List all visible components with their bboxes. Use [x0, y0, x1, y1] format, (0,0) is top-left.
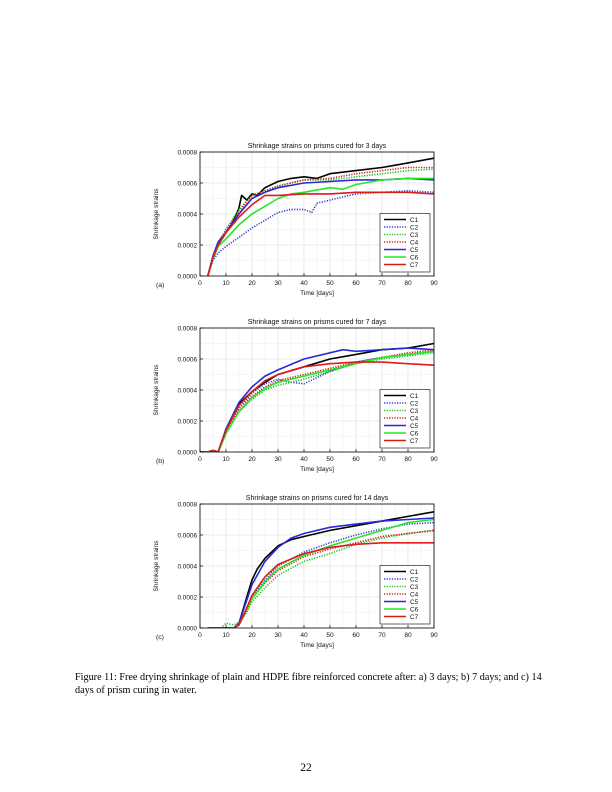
x-axis-label: Time [days]	[300, 466, 334, 473]
legend-label-c2: C2	[410, 400, 419, 407]
legend-label-c5: C5	[410, 423, 419, 430]
legend-label-c7: C7	[410, 262, 419, 269]
figure-caption: Figure 11: Free drying shrinkage of plai…	[75, 672, 542, 696]
x-tick-label: 80	[404, 280, 412, 287]
panel-label: (c)	[156, 634, 164, 641]
chart-panel-c: 0 10 20 30 40 50 60 70 80 90 0.0000 0.0002 0.0004 0.0…	[150, 490, 450, 660]
legend-label-c4: C4	[410, 591, 419, 598]
x-tick-label: 20	[248, 280, 256, 287]
y-tick-label: 0.0004	[177, 387, 197, 394]
x-tick-label: 10	[222, 632, 230, 639]
y-axis-label: Shrinkage strains	[153, 364, 160, 416]
legend-label-c6: C6	[410, 606, 419, 613]
legend-label-c1: C1	[410, 569, 419, 576]
series-line-c4	[207, 166, 434, 276]
legend-label-c3: C3	[410, 232, 419, 239]
legend-label-c1: C1	[410, 393, 419, 400]
chart-svg: 0 10 20 30 40 50 60 70 80 90 0.0000 0.0002 0.0004 0.0…	[153, 143, 438, 297]
y-tick-label: 0.0000	[177, 625, 197, 632]
legend-label-c5: C5	[410, 247, 419, 254]
series-line-c7	[207, 191, 434, 276]
y-tick-label: 0.0002	[177, 242, 197, 249]
x-tick-label: 50	[326, 280, 334, 287]
series-line-c7	[207, 541, 434, 628]
x-tick-label: 70	[378, 280, 386, 287]
y-tick-label: 0.0002	[177, 594, 197, 601]
series-line-c7	[200, 361, 434, 452]
x-tick-label: 40	[300, 632, 308, 639]
x-tick-label: 70	[378, 456, 386, 463]
y-tick-label: 0.0002	[177, 418, 197, 425]
x-tick-label: 20	[248, 456, 256, 463]
x-tick-label: 10	[222, 456, 230, 463]
x-tick-label: 50	[326, 632, 334, 639]
x-axis-label: Time [days]	[300, 642, 334, 649]
x-tick-label: 20	[248, 632, 256, 639]
panel-label: (b)	[156, 458, 164, 465]
y-tick-label: 0.0006	[177, 532, 197, 539]
panel-label: (a)	[156, 282, 164, 289]
x-tick-label: 0	[198, 280, 202, 287]
x-tick-label: 40	[300, 280, 308, 287]
y-tick-label: 0.0008	[177, 149, 197, 156]
legend-label-c7: C7	[410, 614, 419, 621]
series-line-c2	[200, 350, 434, 452]
series-line-c6	[207, 177, 434, 276]
y-tick-label: 0.0008	[177, 501, 197, 508]
x-tick-label: 30	[274, 280, 282, 287]
chart-title: Shrinkage strains on prisms cured for 7 …	[248, 319, 387, 326]
x-tick-label: 50	[326, 456, 334, 463]
legend-label-c3: C3	[410, 584, 419, 591]
y-tick-label: 0.0000	[177, 273, 197, 280]
x-tick-label: 70	[378, 632, 386, 639]
legend-label-c2: C2	[410, 224, 419, 231]
x-tick-label: 30	[274, 632, 282, 639]
legend-label-c6: C6	[410, 254, 419, 261]
x-tick-label: 80	[404, 456, 412, 463]
y-tick-label: 0.0000	[177, 449, 197, 456]
legend-label-c3: C3	[410, 408, 419, 415]
x-tick-label: 10	[222, 280, 230, 287]
legend-label-c5: C5	[410, 599, 419, 606]
legend-label-c6: C6	[410, 430, 419, 437]
y-tick-label: 0.0004	[177, 211, 197, 218]
x-tick-label: 30	[274, 456, 282, 463]
series-line-c2	[207, 189, 434, 276]
legend-label-c4: C4	[410, 239, 419, 246]
x-tick-label: 60	[352, 280, 360, 287]
y-tick-label: 0.0008	[177, 325, 197, 332]
legend-label-c4: C4	[410, 415, 419, 422]
x-tick-label: 90	[430, 280, 438, 287]
y-tick-label: 0.0004	[177, 563, 197, 570]
y-tick-label: 0.0006	[177, 356, 197, 363]
y-tick-label: 0.0006	[177, 180, 197, 187]
x-tick-label: 60	[352, 456, 360, 463]
x-axis-label: Time [days]	[300, 290, 334, 297]
x-tick-label: 40	[300, 456, 308, 463]
x-tick-label: 80	[404, 632, 412, 639]
chart-title: Shrinkage strains on prisms cured for 14…	[246, 495, 389, 502]
x-tick-label: 0	[198, 632, 202, 639]
chart-panel-b: 0 10 20 30 40 50 60 70 80 90 0.0000 0.0002 0.0004 0.0…	[150, 314, 450, 484]
legend-label-c2: C2	[410, 576, 419, 583]
chart-svg: 0 10 20 30 40 50 60 70 80 90 0.0000 0.0002 0.0004 0.0…	[153, 319, 438, 473]
chart-panel-a: 0 10 20 30 40 50 60 70 80 90 0.0000 0.0002 0.0004 0.0…	[150, 138, 450, 308]
y-axis-label: Shrinkage strains	[153, 540, 160, 592]
series-line-c3	[207, 168, 434, 276]
legend-label-c7: C7	[410, 438, 419, 445]
x-tick-label: 90	[430, 456, 438, 463]
y-axis-label: Shrinkage strains	[153, 188, 160, 240]
chart-svg: 0 10 20 30 40 50 60 70 80 90 0.0000 0.0002 0.0004 0.0…	[153, 495, 438, 649]
chart-title: Shrinkage strains on prisms cured for 3 …	[248, 143, 387, 150]
x-tick-label: 0	[198, 456, 202, 463]
legend-label-c1: C1	[410, 217, 419, 224]
x-tick-label: 90	[430, 632, 438, 639]
x-tick-label: 60	[352, 632, 360, 639]
page-number: 22	[300, 762, 312, 774]
